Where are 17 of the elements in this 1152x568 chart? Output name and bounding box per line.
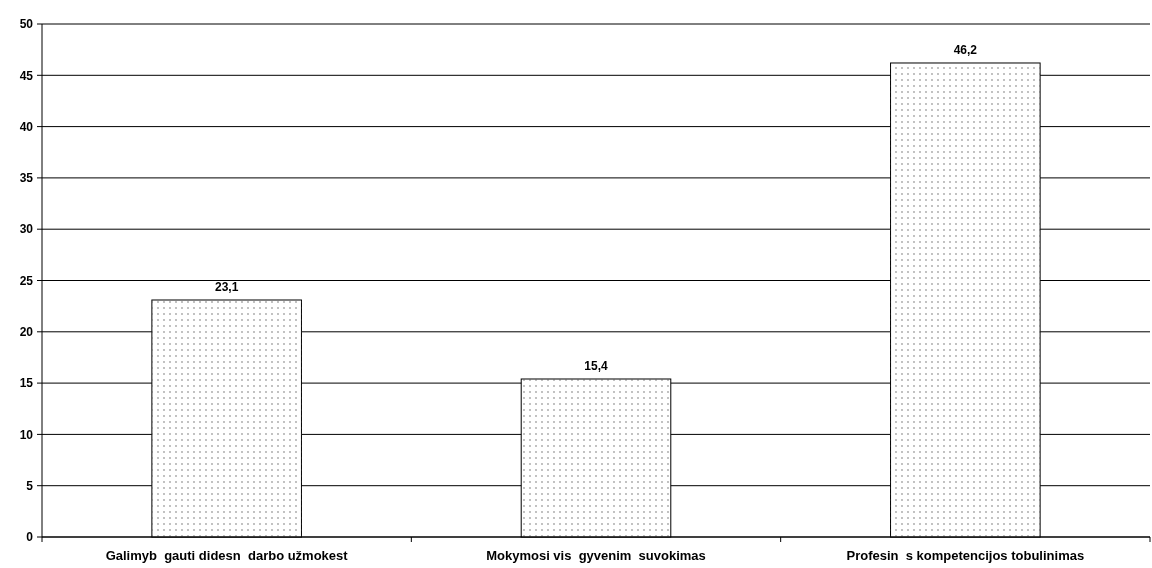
y-tick-label: 45 xyxy=(19,68,34,83)
y-tick-label: 30 xyxy=(19,222,34,237)
x-tick-label: Mokymosi vis gyvenim suvokimas xyxy=(486,548,706,563)
y-tick-label: 40 xyxy=(19,119,34,134)
data-label: 23,1 xyxy=(214,279,239,294)
y-tick-label: 5 xyxy=(26,478,34,493)
data-label: 15,4 xyxy=(584,359,608,373)
y-tick-label: 35 xyxy=(19,171,34,186)
y-tick-label: 10 xyxy=(19,427,34,442)
y-tick-label: 0 xyxy=(26,530,34,545)
y-tick-label: 50 xyxy=(19,17,34,32)
y-tick-label: 15 xyxy=(19,376,34,391)
x-tick-label: Profesin s kompetencijos tobulinimas xyxy=(846,548,1085,563)
data-label: 46,2 xyxy=(953,42,978,57)
y-tick-label: 20 xyxy=(19,325,34,339)
x-tick-label: Galimyb gauti didesn darbo užmokest xyxy=(105,548,349,563)
y-tick-label: 25 xyxy=(19,273,34,288)
